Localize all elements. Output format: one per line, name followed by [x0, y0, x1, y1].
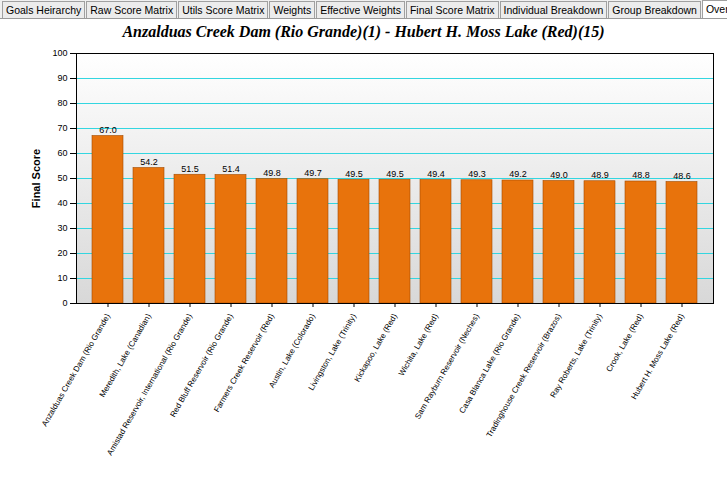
svg-text:Kickapoo, Lake (Red): Kickapoo, Lake (Red)	[353, 312, 399, 383]
svg-text:49.8: 49.8	[263, 168, 281, 178]
svg-text:100: 100	[52, 48, 67, 58]
svg-text:Red Bluff Reservoir (Rio Grand: Red Bluff Reservoir (Rio Grande)	[168, 312, 235, 419]
svg-text:20: 20	[57, 248, 67, 258]
svg-text:80: 80	[57, 98, 67, 108]
svg-text:49.0: 49.0	[550, 170, 568, 180]
svg-text:49.5: 49.5	[345, 169, 363, 179]
svg-text:Tradinghouse Creek Reservoir (: Tradinghouse Creek Reservoir (Brazos)	[485, 312, 564, 439]
svg-text:49.2: 49.2	[509, 169, 527, 179]
svg-text:Amistad Reservoir, Internation: Amistad Reservoir, International (Rio Gr…	[105, 312, 194, 457]
svg-text:48.6: 48.6	[673, 171, 691, 181]
html-text:Utils Score Matrix: Utils Score Matrix	[182, 4, 265, 16]
svg-text:67.0: 67.0	[99, 125, 117, 135]
svg-text:70: 70	[57, 123, 67, 133]
svg-text:30: 30	[57, 223, 67, 233]
svg-text:54.2: 54.2	[140, 157, 158, 167]
svg-text:Ray Roberts, Lake (Trinity): Ray Roberts, Lake (Trinity)	[549, 312, 605, 399]
svg-text:Livingston, Lake (Trinity): Livingston, Lake (Trinity)	[307, 312, 358, 392]
svg-text:51.4: 51.4	[222, 164, 240, 174]
svg-text:0: 0	[62, 298, 67, 308]
svg-text:Crook, Lake (Red): Crook, Lake (Red)	[604, 312, 645, 373]
svg-text:Hubert H. Moss Lake (Red): Hubert H. Moss Lake (Red)	[629, 312, 686, 401]
svg-text:Wichita, Lake (Red): Wichita, Lake (Red)	[397, 312, 440, 378]
svg-text:Meredith, Lake (Canadian): Meredith, Lake (Canadian)	[97, 312, 153, 399]
svg-text:Austin, Lake (Colorado): Austin, Lake (Colorado)	[267, 312, 317, 390]
html-text:Weights: Weights	[273, 4, 312, 16]
html-text:Goals Heirarchy: Goals Heirarchy	[6, 4, 82, 16]
html-text:Raw Score Matrix: Raw Score Matrix	[90, 4, 174, 16]
svg-text:10: 10	[57, 273, 67, 283]
svg-text:48.9: 48.9	[591, 170, 609, 180]
svg-text:50: 50	[57, 173, 67, 183]
svg-text:60: 60	[57, 148, 67, 158]
svg-text:Final Score: Final Score	[30, 149, 42, 208]
html-text:Individual Breakdown: Individual Breakdown	[503, 4, 604, 16]
html-text:Final Score Matrix: Final Score Matrix	[409, 4, 495, 16]
svg-text:49.4: 49.4	[427, 169, 445, 179]
svg-text:90: 90	[57, 73, 67, 83]
svg-text:Farmers Creek Reservoir (Red): Farmers Creek Reservoir (Red)	[212, 312, 276, 414]
html-text:Effective Weights: Effective Weights	[320, 4, 401, 16]
html-text:Anzalduas Creek Dam (Rio Grand: Anzalduas Creek Dam (Rio Grande)(1) - Hu…	[122, 23, 605, 40]
svg-text:49.3: 49.3	[468, 169, 486, 179]
svg-text:48.8: 48.8	[632, 170, 650, 180]
svg-text:49.7: 49.7	[304, 168, 322, 178]
html-text:Group Breakdown: Group Breakdown	[612, 4, 697, 16]
svg-text:51.5: 51.5	[181, 164, 199, 174]
svg-text:Sam Rayburn Reservoir (Neches): Sam Rayburn Reservoir (Neches)	[413, 312, 481, 421]
svg-text:49.5: 49.5	[386, 169, 404, 179]
svg-text:40: 40	[57, 198, 67, 208]
svg-text:Casa Blanca Lake (Rio Grande): Casa Blanca Lake (Rio Grande)	[457, 312, 522, 415]
svg-text:Anzalduas Creek Dam (Rio Grand: Anzalduas Creek Dam (Rio Grande)	[40, 312, 112, 428]
